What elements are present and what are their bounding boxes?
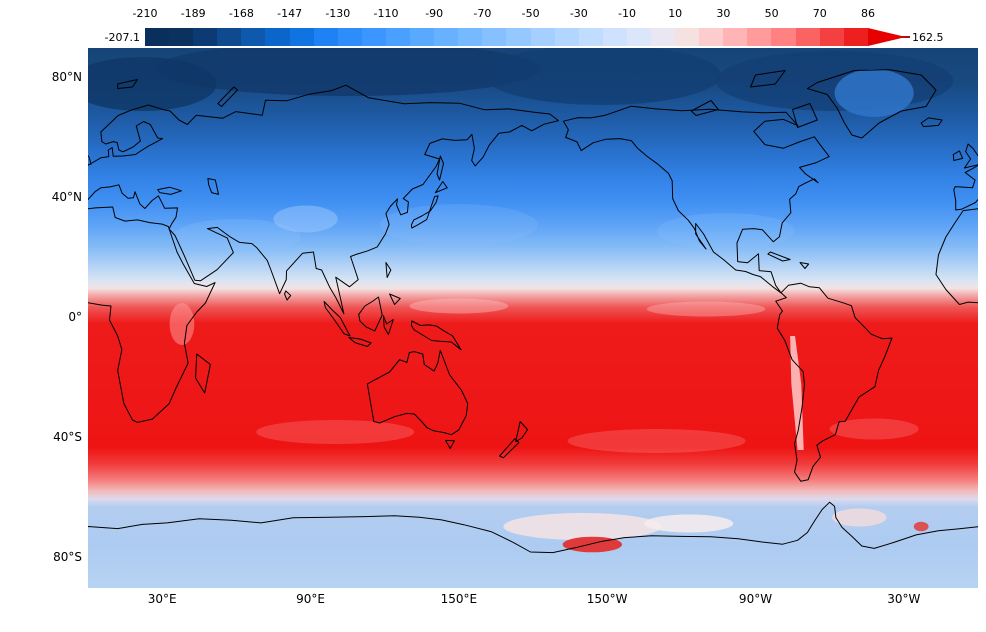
latitude-axis-label: 40°N <box>51 190 82 204</box>
colorbar-segment <box>578 28 603 46</box>
longitude-axis-label: 30°W <box>887 592 921 606</box>
world-heatmap <box>88 48 978 588</box>
colorbar-tick-label: 86 <box>861 7 875 20</box>
colorbar-tick-label: -130 <box>325 7 351 20</box>
colorbar-tick-label: -147 <box>277 7 303 20</box>
colorbar-segment <box>361 28 386 46</box>
temperature-field <box>88 48 978 588</box>
colorbar <box>145 28 868 46</box>
colorbar-segment <box>626 28 651 46</box>
colorbar-segment <box>145 28 170 46</box>
latitude-axis-label: 0° <box>68 310 82 324</box>
colorbar-segment <box>434 28 459 46</box>
colorbar-tick-label: 10 <box>668 7 683 20</box>
colorbar-overflow-arrow-icon <box>868 28 906 46</box>
latitude-axis-label: 40°S <box>53 430 82 444</box>
colorbar-segment <box>482 28 507 46</box>
colorbar-segment <box>265 28 290 46</box>
colorbar-segment <box>554 28 579 46</box>
colorbar-tick-label: -10 <box>618 7 636 20</box>
colorbar-tick-row: -210 -189 -168 -147 -130 -110 -90 -70 -50 -30 -10 1… <box>133 7 875 22</box>
colorbar-segment <box>843 28 868 46</box>
colorbar-segment <box>458 28 483 46</box>
colorbar-tick-label: -70 <box>473 7 492 20</box>
coastlines <box>88 70 978 553</box>
colorbar-segment <box>530 28 555 46</box>
shading-patches <box>88 48 954 553</box>
colorbar-segment <box>241 28 266 46</box>
longitude-axis-label: 30°E <box>147 592 177 606</box>
colorbar-tick-label: 30 <box>716 7 731 20</box>
colorbar-segment <box>747 28 772 46</box>
colorbar-max-label: 162.5 <box>912 31 944 44</box>
longitude-axis-label: 90°W <box>738 592 773 606</box>
colorbar-segment <box>650 28 676 46</box>
colorbar-segment <box>506 28 531 46</box>
colorbar-arrow-tip-line <box>901 36 910 38</box>
colorbar-tick-label: -30 <box>569 7 588 20</box>
colorbar-segment <box>723 28 748 46</box>
colorbar-tick-label: -50 <box>521 7 540 20</box>
colorbar-tick-label: -90 <box>425 7 444 20</box>
latitude-axis-label: 80°S <box>53 550 82 564</box>
colorbar-min-label: -207.1 <box>104 31 140 44</box>
colorbar-segment <box>337 28 362 46</box>
colorbar-segment <box>602 28 627 46</box>
colorbar-segment <box>169 28 194 46</box>
longitude-axis-label: 150°E <box>440 592 478 606</box>
world-map-svg <box>88 48 978 588</box>
latitude-axis-label: 80°N <box>51 70 82 84</box>
colorbar-segment <box>193 28 218 46</box>
colorbar-segment <box>410 28 435 46</box>
colorbar-segment <box>217 28 242 46</box>
colorbar-segment <box>313 28 338 46</box>
colorbar-tick-label: -189 <box>180 7 206 20</box>
colorbar-segment <box>771 28 796 46</box>
colorbar-segment <box>699 28 724 46</box>
longitude-axis-label: 90°E <box>296 592 325 606</box>
colorbar-tick-label: 50 <box>764 7 779 20</box>
colorbar-segment <box>819 28 844 46</box>
colorbar-tick-label: 70 <box>812 7 827 20</box>
colorbar-tick-label: -168 <box>228 7 254 20</box>
colorbar-tick-label: -210 <box>132 7 158 20</box>
colorbar-segment <box>289 28 314 46</box>
colorbar-tick-label: -110 <box>373 7 399 20</box>
colorbar-segment <box>675 28 700 46</box>
colorbar-segment <box>385 28 411 46</box>
colorbar-segment <box>795 28 820 46</box>
longitude-axis-label: 150°W <box>586 592 628 606</box>
